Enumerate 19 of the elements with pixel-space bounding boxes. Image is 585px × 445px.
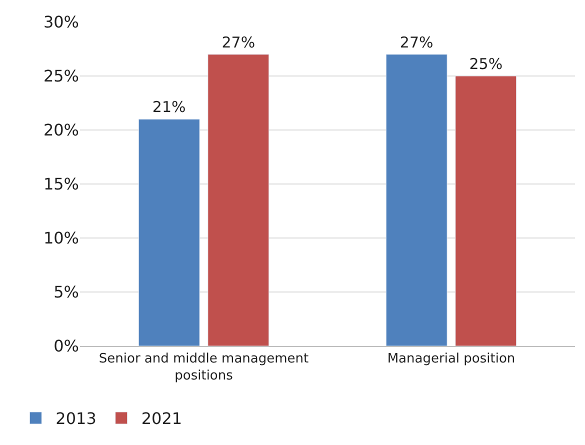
- bar: [386, 54, 448, 346]
- data-label: 21%: [152, 98, 186, 116]
- y-tick-label: 5%: [54, 282, 79, 302]
- legend-label: 2013: [56, 409, 96, 428]
- data-label: 27%: [400, 33, 434, 52]
- y-tick-label: 15%: [43, 174, 79, 194]
- bar: [138, 118, 200, 346]
- data-label: 25%: [469, 55, 503, 73]
- y-tick-label: 20%: [43, 120, 79, 140]
- y-tick-label: 10%: [43, 228, 79, 248]
- x-tick-label: Senior and middle management positions: [98, 352, 309, 384]
- y-tick-label: 30%: [43, 12, 79, 32]
- x-tick-label: Managerial position: [387, 352, 516, 367]
- y-tick-label: 25%: [43, 66, 79, 86]
- data-label: 27%: [222, 33, 256, 52]
- bar: [208, 54, 270, 346]
- bar: [455, 76, 517, 346]
- y-tick-label: 0%: [54, 336, 79, 356]
- legend-label: 2021: [141, 409, 182, 428]
